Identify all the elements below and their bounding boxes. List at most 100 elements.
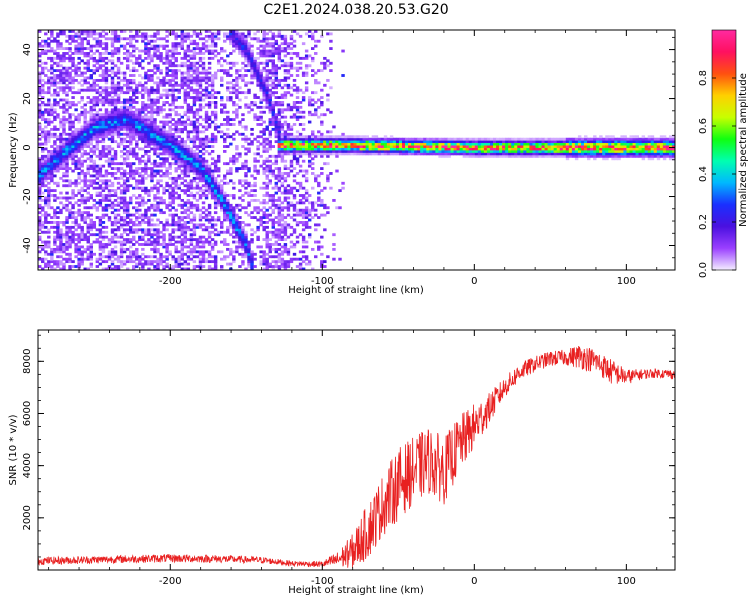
heatmap-cell	[138, 203, 142, 207]
heatmap-cell	[83, 267, 87, 270]
heatmap-cell	[213, 32, 218, 36]
heatmap-cell	[41, 164, 45, 168]
heatmap-cell	[311, 59, 315, 63]
heatmap-cell	[232, 64, 236, 68]
heatmap-cell	[101, 147, 106, 151]
heatmap-cell	[262, 172, 266, 175]
heatmap-cell	[71, 169, 75, 173]
heatmap-cell	[271, 42, 275, 46]
heatmap-cell	[162, 164, 166, 168]
heatmap-cell	[232, 159, 236, 163]
heatmap-cell	[226, 262, 230, 266]
heatmap-cell	[71, 233, 75, 237]
heatmap-cell	[295, 66, 300, 70]
heatmap-cell	[295, 172, 300, 175]
heatmap-cell	[89, 194, 93, 197]
heatmap-cell	[265, 83, 269, 87]
heatmap-cell	[44, 61, 48, 65]
heatmap-cell	[174, 135, 178, 139]
heatmap-cell	[71, 157, 75, 161]
heatmap-cell	[95, 96, 100, 99]
heatmap-cell	[298, 56, 303, 60]
heatmap-cell	[101, 181, 106, 185]
heatmap-cell	[271, 81, 275, 85]
heatmap-cell	[95, 154, 100, 158]
heatmap-cell	[259, 98, 263, 102]
heatmap-cell	[53, 88, 57, 92]
heatmap-cell	[247, 88, 251, 92]
heatmap-cell	[156, 181, 160, 185]
heatmap-cell	[253, 157, 257, 161]
heatmap-cell	[47, 260, 51, 264]
heatmap-cell	[204, 47, 209, 50]
heatmap-cell	[268, 238, 272, 242]
heatmap-cell	[201, 169, 206, 173]
heatmap-cell	[122, 30, 127, 33]
heatmap-cell	[110, 98, 115, 102]
heatmap-cell	[77, 260, 81, 264]
heatmap-cell	[168, 137, 172, 141]
heatmap-cell	[204, 137, 209, 141]
heatmap-cell	[311, 172, 315, 175]
heatmap-cell	[180, 39, 184, 43]
heatmap-cell	[195, 184, 200, 188]
heatmap-cell	[86, 223, 90, 227]
heatmap-cell	[95, 125, 100, 129]
heatmap-cell	[298, 135, 303, 139]
heatmap-cell	[153, 142, 157, 146]
heatmap-cell	[116, 235, 121, 239]
heatmap-cell	[104, 213, 109, 217]
heatmap-cell	[104, 96, 109, 99]
heatmap-cell	[256, 198, 260, 202]
heatmap-cell	[116, 81, 121, 85]
heatmap-cell	[80, 194, 84, 197]
heatmap-cell	[107, 74, 112, 77]
heatmap-cell	[311, 137, 315, 141]
heatmap-cell	[59, 76, 63, 80]
heatmap-cell	[198, 52, 203, 55]
heatmap-cell	[86, 125, 90, 129]
heatmap-cell	[301, 250, 306, 254]
heatmap-cell	[301, 42, 306, 46]
heatmap-cell	[174, 44, 178, 48]
heatmap-cell	[144, 221, 148, 224]
heatmap-cell	[77, 164, 81, 168]
heatmap-cell	[144, 228, 148, 232]
heatmap-cell	[110, 194, 115, 197]
heatmap-cell	[265, 140, 269, 144]
heatmap-cell	[77, 157, 81, 161]
heatmap-cell	[62, 105, 66, 109]
heatmap-cell	[265, 125, 269, 129]
heatmap-cell	[135, 113, 139, 117]
heatmap-cell	[65, 245, 69, 249]
heatmap-cell	[268, 42, 272, 46]
heatmap-cell	[56, 235, 60, 239]
heatmap-cell	[92, 203, 97, 207]
heatmap-cell	[177, 157, 181, 161]
heatmap-cell	[195, 191, 200, 195]
heatmap-cell	[65, 76, 69, 80]
heatmap-cell	[277, 142, 282, 146]
heatmap-cell	[116, 196, 121, 200]
heatmap-cell	[298, 150, 303, 153]
heatmap-cell	[177, 255, 181, 259]
heatmap-cell	[253, 184, 257, 188]
heatmap-cell	[68, 228, 72, 232]
heatmap-cell	[280, 132, 285, 136]
heatmap-cell	[213, 198, 218, 202]
heatmap-cell	[147, 194, 151, 197]
heatmap-cell	[204, 30, 209, 33]
heatmap-cell	[53, 189, 57, 193]
heatmap-cell	[95, 110, 100, 114]
heatmap-cell	[189, 96, 194, 99]
heatmap-cell	[177, 174, 181, 178]
heatmap-cell	[44, 201, 48, 205]
heatmap-cell	[259, 262, 263, 266]
heatmap-cell	[311, 130, 315, 134]
heatmap-cell	[180, 83, 184, 87]
heatmap-cell	[283, 152, 288, 156]
heatmap-cell	[213, 189, 218, 193]
heatmap-cell	[174, 184, 178, 188]
heatmap-cell	[144, 113, 148, 117]
heatmap-cell	[213, 176, 218, 180]
